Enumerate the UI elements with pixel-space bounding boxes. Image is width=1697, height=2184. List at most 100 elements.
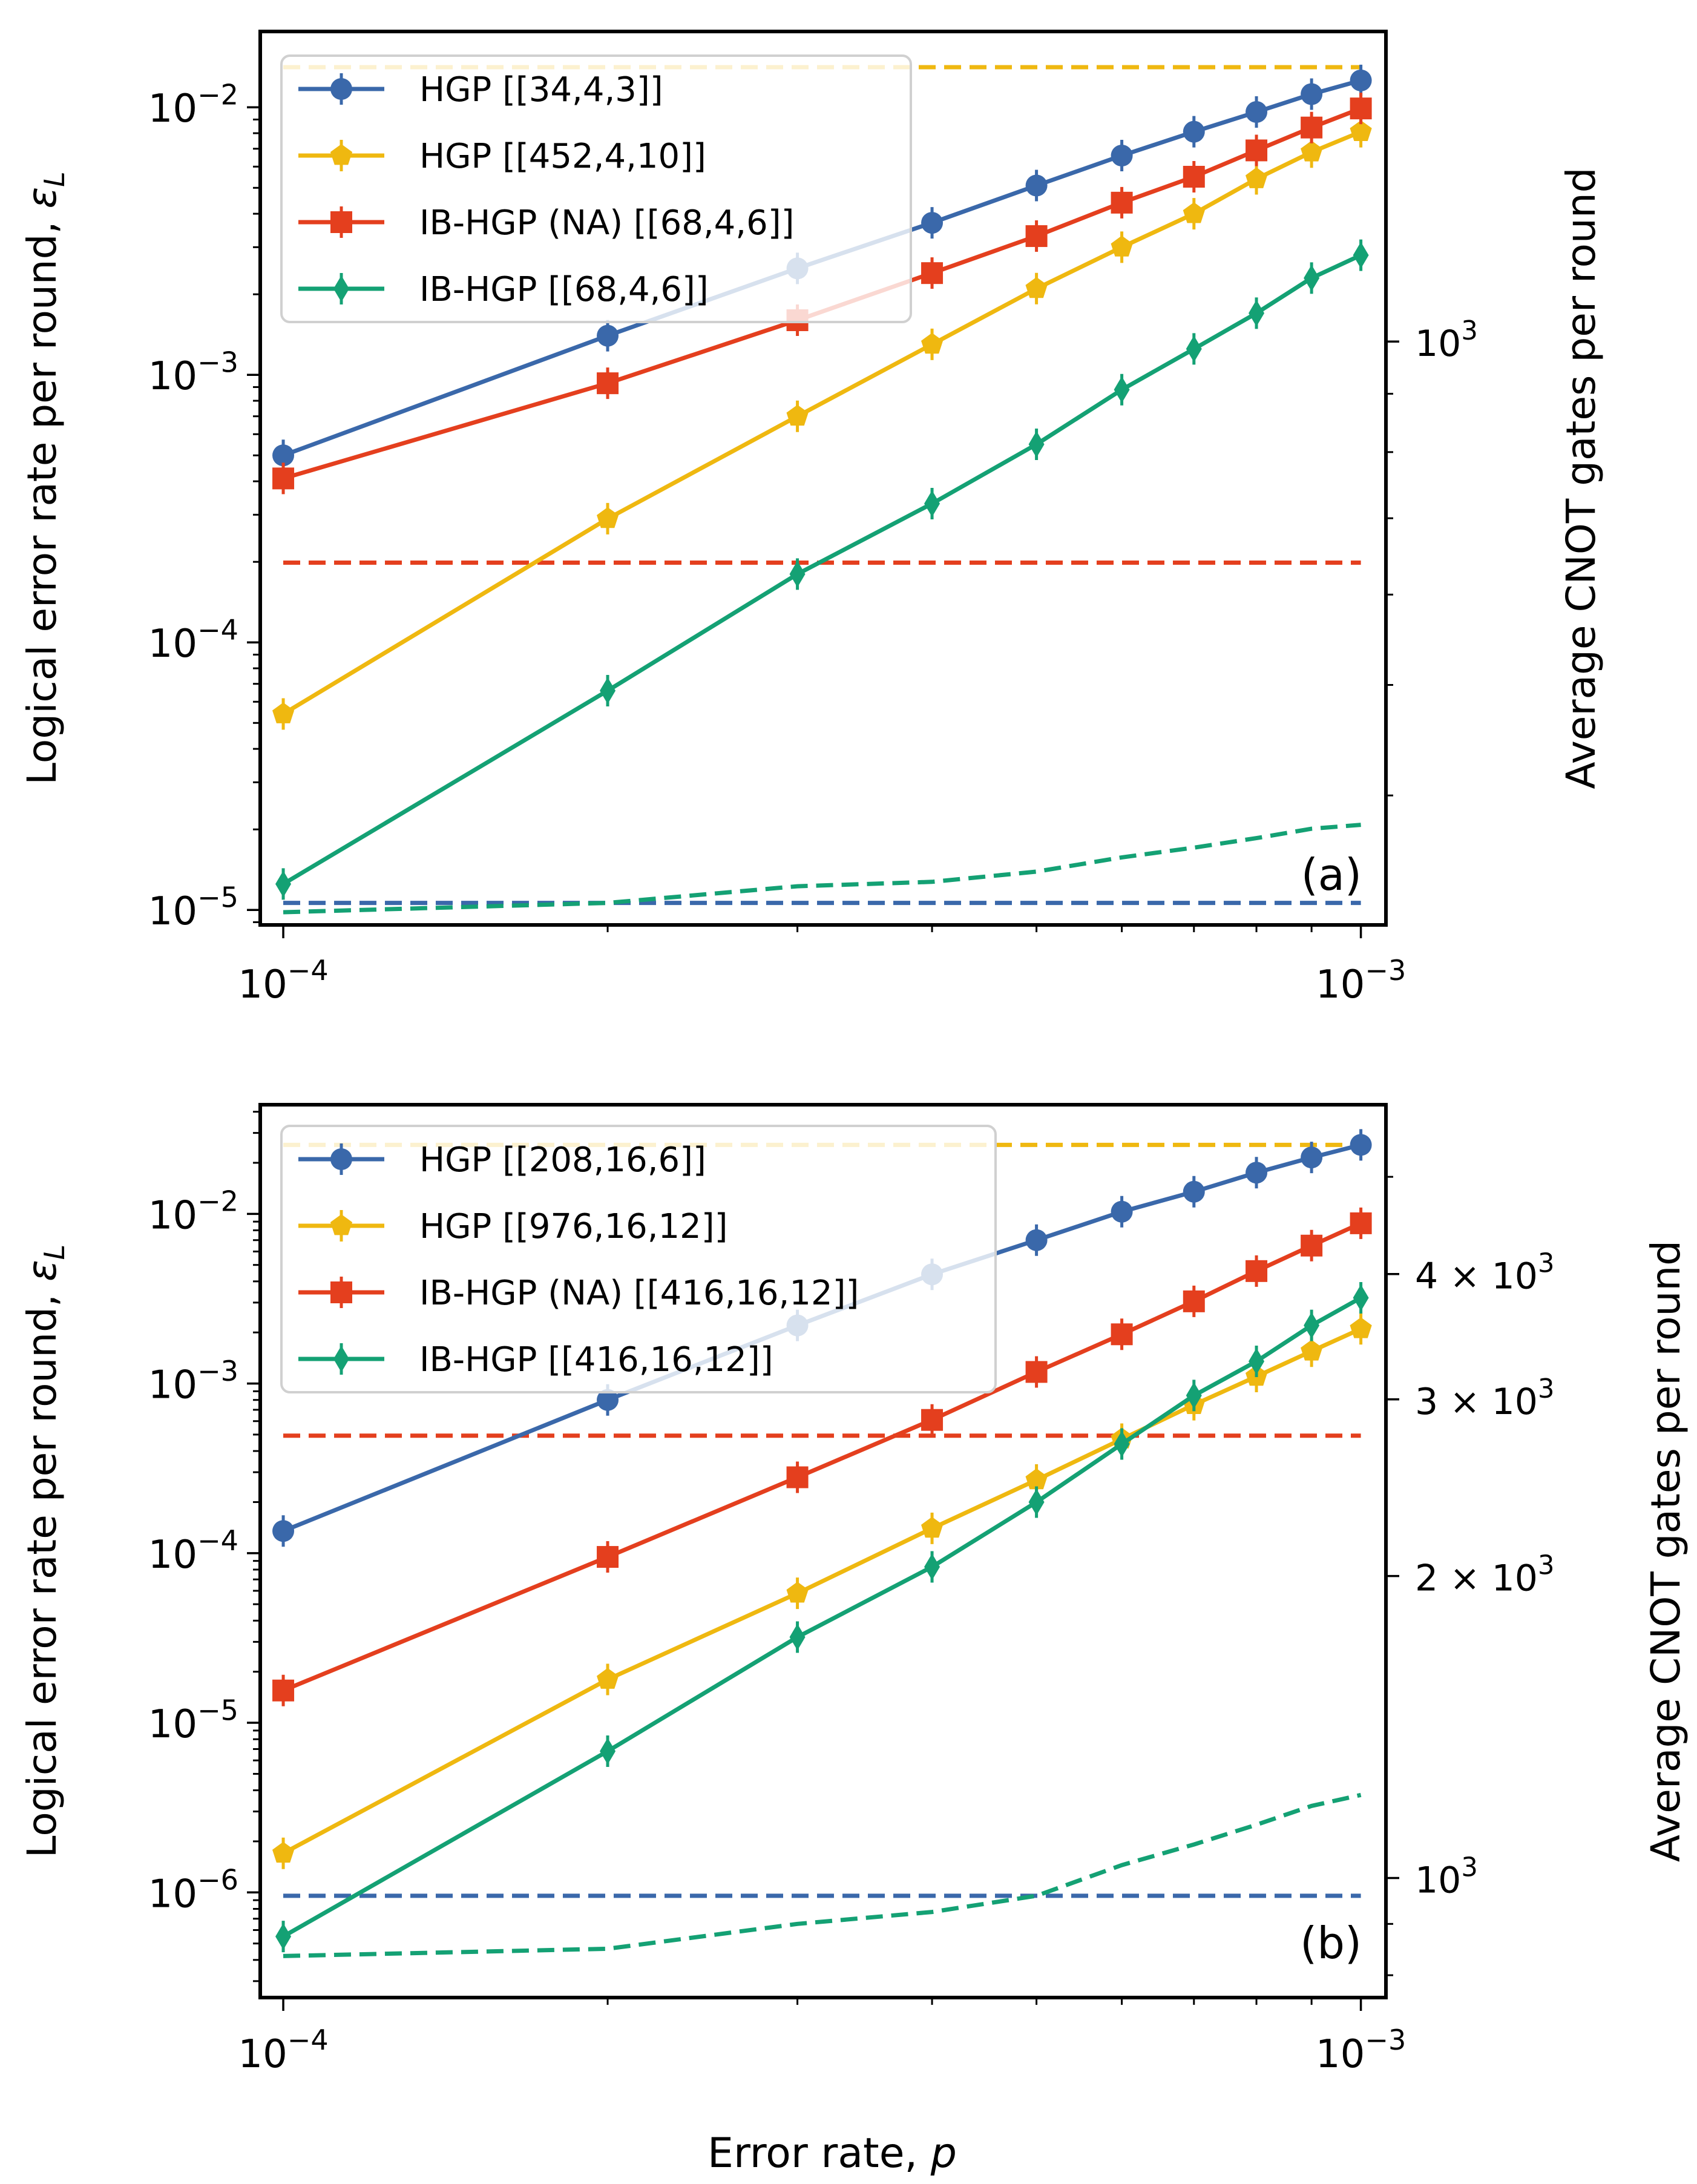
y2-tick-label-base: 10 — [1415, 323, 1461, 365]
x-tick-label: 10−4 — [238, 954, 328, 1007]
data-point — [1350, 69, 1372, 91]
data-point — [272, 467, 295, 490]
legend-label: IB-HGP (NA) [[416,16,12]] — [419, 1274, 859, 1313]
series-ib-hgp-na-68-4-6 — [272, 93, 1372, 495]
legend-swatch-marker — [330, 144, 353, 165]
data-point — [1350, 97, 1372, 120]
legend: HGP [[34,4,3]] HGP [[452,4,10]] IB-HGP (NA… — [280, 54, 912, 323]
data-point — [1301, 1340, 1323, 1361]
data-point — [1025, 1361, 1048, 1383]
legend-label: IB-HGP [[68,4,6]] — [419, 270, 709, 309]
x-tick-label-base: 10 — [238, 2032, 287, 2077]
data-point — [1304, 265, 1320, 292]
data-point — [1249, 1348, 1265, 1375]
legend: HGP [[208,16,6]] HGP [[976,16,12]] IB-HGP … — [280, 1125, 997, 1393]
data-point — [1025, 1468, 1048, 1490]
x-tick-label-exponent: −3 — [1365, 954, 1406, 987]
data-point — [1028, 430, 1045, 458]
data-point — [1246, 1260, 1268, 1282]
y-tick-label-exponent: −6 — [197, 1864, 238, 1896]
y2-tick-label-base: 10 — [1492, 1557, 1538, 1600]
y-tick-label: 10−6 — [148, 1864, 238, 1917]
x-axis-label-variable: p — [930, 2130, 957, 2177]
x-tick-label: 10−4 — [238, 2024, 328, 2077]
data-point — [1350, 1317, 1372, 1338]
data-point — [600, 1738, 616, 1765]
data-point — [597, 324, 619, 347]
y2-tick-label-mantissa: 4 × — [1415, 1255, 1492, 1298]
data-point — [275, 1923, 292, 1950]
legend-item-hgp-976-16-12: HGP [[976,16,12]] — [298, 1207, 727, 1246]
y2-tick-label-mantissa: 2 × — [1415, 1557, 1492, 1600]
legend-item-hgp-208-16-6: HGP [[208,16,6]] — [298, 1140, 706, 1180]
data-point — [921, 1516, 944, 1538]
series-hgp-976-16-12 — [272, 1313, 1372, 1869]
y2-tick-label-exponent: 3 — [1538, 1249, 1554, 1279]
data-point — [921, 262, 944, 285]
y-tick-label-exponent: −5 — [197, 881, 238, 913]
panel-label: (a) — [1301, 849, 1362, 900]
y2-tick-label: 103 — [1415, 316, 1478, 365]
y-tick-label-base: 10 — [148, 87, 197, 131]
x-tick-label: 10−3 — [1316, 954, 1406, 1007]
data-point — [1186, 335, 1202, 363]
y2-axis-ticks: 103 — [1386, 316, 1478, 797]
data-point — [921, 332, 944, 354]
y-tick-label-base: 10 — [148, 1872, 197, 1916]
y-tick-label-base: 10 — [148, 1193, 197, 1238]
data-point — [600, 677, 616, 704]
data-point — [1350, 1212, 1372, 1234]
y-tick-label: 10−3 — [148, 1355, 238, 1408]
y-tick-label-exponent: −4 — [197, 1524, 238, 1557]
legend-label: IB-HGP [[416,16,12]] — [419, 1340, 773, 1380]
legend-label: HGP [[34,4,3]] — [419, 70, 663, 110]
y2-tick-label-exponent: 3 — [1461, 316, 1477, 346]
legend-label: HGP [[452,4,10]] — [419, 137, 706, 176]
legend-swatch-marker — [333, 275, 349, 302]
y2-tick-label-exponent: 3 — [1538, 1551, 1554, 1581]
legend-item-ib-hgp-na-416-16-12: IB-HGP (NA) [[416,16,12]] — [298, 1274, 859, 1313]
x-axis-ticks: 10−4 10−3 — [238, 1998, 1406, 2077]
data-point — [1246, 101, 1268, 123]
series-line — [282, 1295, 1362, 1939]
legend-swatch-marker — [330, 211, 352, 233]
plot-frame — [258, 30, 1388, 927]
y-tick-label-base: 10 — [148, 1533, 197, 1577]
data-point — [1350, 1134, 1372, 1156]
x-tick-label-base: 10 — [1316, 962, 1365, 1007]
data-point — [1183, 1180, 1205, 1203]
series-ib-hgp-na-416-16-12 — [272, 1207, 1372, 1706]
data-point — [921, 1409, 944, 1431]
y-tick-label-exponent: −5 — [197, 1694, 238, 1726]
y2-tick-label: 103 — [1415, 1852, 1478, 1901]
data-point — [1301, 140, 1323, 162]
y-tick-label: 10−4 — [148, 1524, 238, 1577]
legend-swatch-marker — [330, 1214, 353, 1235]
y-axis-label-variable: ε — [19, 187, 65, 209]
legend-label: HGP [[976,16,12]] — [419, 1207, 727, 1246]
y2-tick-label: 3 × 103 — [1415, 1374, 1554, 1423]
y2-tick-label-base: 10 — [1415, 1859, 1461, 1901]
y-tick-label-exponent: −3 — [197, 346, 238, 378]
data-point — [786, 1466, 809, 1488]
y2-tick-label-base: 10 — [1492, 1381, 1538, 1423]
y-tick-label-exponent: −3 — [197, 1355, 238, 1387]
y-tick-label-base: 10 — [148, 1363, 197, 1408]
legend-swatch-marker — [330, 78, 352, 100]
y-axis-label-subscript: L — [38, 171, 71, 187]
data-point — [924, 490, 940, 518]
data-point — [1246, 1162, 1268, 1184]
x-tick-label-base: 10 — [238, 962, 287, 1007]
y-tick-label-exponent: −2 — [197, 1185, 238, 1218]
data-point — [1114, 1430, 1130, 1458]
legend-swatch-marker — [330, 1281, 352, 1303]
data-point — [1111, 235, 1133, 257]
y2-axis-label: Average CNOT gates per round — [1558, 167, 1604, 789]
y-tick-label-base: 10 — [148, 889, 197, 934]
cnot-line-ib-hgp-68-4-6-cnot — [283, 823, 1361, 915]
data-point — [1301, 1146, 1323, 1169]
